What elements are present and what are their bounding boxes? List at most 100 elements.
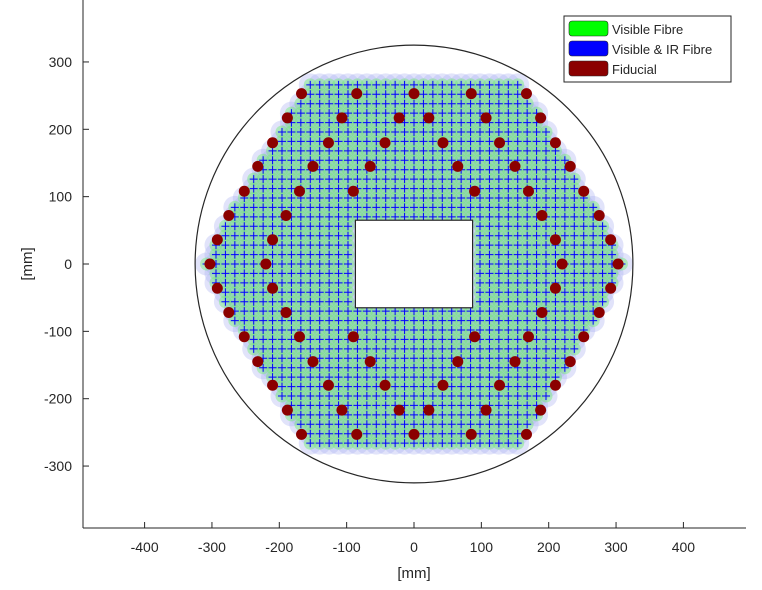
fibre-marker — [542, 382, 551, 391]
fibre-marker — [353, 363, 362, 372]
fibre-marker — [457, 382, 466, 391]
fiducial-point — [294, 185, 306, 197]
fiducial-point — [556, 258, 568, 270]
fibre-marker — [523, 250, 532, 259]
fibre-marker — [240, 222, 249, 231]
fibre-marker — [504, 335, 513, 344]
fibre-marker — [391, 344, 400, 353]
fibre-marker — [391, 127, 400, 136]
fibre-marker — [447, 99, 456, 108]
fibre-marker — [457, 80, 466, 89]
fibre-marker — [381, 401, 390, 410]
fibre-marker — [268, 203, 277, 212]
fibre-marker — [485, 307, 494, 316]
fibre-marker — [447, 156, 456, 165]
fibre-marker — [334, 137, 343, 146]
fiducial-point — [465, 88, 477, 100]
fibre-marker — [579, 269, 588, 278]
fibre-marker — [400, 307, 409, 316]
fibre-marker — [428, 382, 437, 391]
fibre-marker — [306, 184, 315, 193]
fibre-marker — [476, 193, 485, 202]
fiducial-point — [578, 185, 590, 197]
fibre-marker — [230, 288, 239, 297]
fibre-marker — [381, 175, 390, 184]
fibre-marker — [513, 382, 522, 391]
fibre-marker — [343, 222, 352, 231]
fibre-marker — [438, 184, 447, 193]
fibre-marker — [457, 184, 466, 193]
fiducial-point — [281, 404, 293, 416]
fibre-marker — [277, 269, 286, 278]
fiducial-point — [379, 379, 391, 391]
fibre-marker — [306, 250, 315, 259]
fibre-marker — [494, 429, 503, 438]
fibre-marker — [494, 439, 503, 448]
fibre-marker — [268, 344, 277, 353]
fibre-marker — [391, 326, 400, 335]
fibre-marker — [287, 175, 296, 184]
fibre-marker — [485, 203, 494, 212]
fibre-marker — [504, 439, 513, 448]
fibre-marker — [372, 146, 381, 155]
fibre-marker — [438, 99, 447, 108]
fibre-marker — [315, 90, 324, 99]
fibre-marker — [334, 326, 343, 335]
fibre-marker — [410, 307, 418, 316]
fibre-marker — [325, 212, 334, 221]
fibre-marker — [334, 269, 343, 278]
fibre-marker — [513, 175, 522, 184]
fibre-marker — [277, 156, 286, 165]
fibre-marker — [277, 250, 286, 259]
fibre-marker — [410, 335, 418, 344]
fibre-marker — [268, 193, 277, 202]
fibre-marker — [523, 344, 532, 353]
fibre-marker — [494, 316, 503, 325]
fibre-marker — [334, 99, 343, 108]
fibre-marker — [372, 410, 381, 419]
fiducial-point — [564, 160, 576, 172]
fiducial-point — [322, 379, 334, 391]
fiducial-point — [465, 428, 477, 440]
fiducial-point — [509, 160, 521, 172]
fibre-marker — [494, 269, 503, 278]
fibre-marker — [400, 429, 409, 438]
fibre-marker — [353, 175, 362, 184]
fibre-marker — [343, 260, 352, 268]
fibre-marker — [513, 297, 522, 306]
fibre-marker — [343, 420, 352, 429]
legend-swatch-visible — [568, 20, 609, 37]
x-tick-label: -300 — [198, 539, 226, 555]
fibre-marker — [334, 288, 343, 297]
x-axis-label: [mm] — [397, 565, 430, 582]
fibre-marker — [570, 231, 579, 240]
fibre-marker — [419, 420, 428, 429]
fibre-marker — [476, 127, 485, 136]
fibre-marker — [542, 175, 551, 184]
fibre-marker — [579, 288, 588, 297]
fibre-marker — [532, 137, 541, 146]
fibre-marker — [551, 212, 560, 221]
fibre-marker — [438, 326, 447, 335]
fibre-marker — [353, 373, 362, 382]
fibre-marker — [325, 429, 334, 438]
fibre-marker — [343, 146, 352, 155]
fibre-marker — [532, 146, 541, 155]
fibre-marker — [372, 203, 381, 212]
fibre-marker — [494, 344, 503, 353]
fiducial-point — [223, 210, 235, 222]
fibre-marker — [334, 420, 343, 429]
fibre-marker — [485, 382, 494, 391]
fibre-marker — [542, 203, 551, 212]
fibre-marker — [494, 127, 503, 136]
fibre-marker — [542, 354, 551, 363]
fibre-marker — [532, 354, 541, 363]
fibre-marker — [296, 401, 305, 410]
fiducial-point — [336, 404, 348, 416]
fibre-marker — [381, 354, 390, 363]
fibre-marker — [447, 429, 456, 438]
fibre-marker — [485, 420, 494, 429]
fibre-marker — [560, 363, 569, 372]
fibre-marker — [494, 278, 503, 287]
fibre-marker — [268, 335, 277, 344]
